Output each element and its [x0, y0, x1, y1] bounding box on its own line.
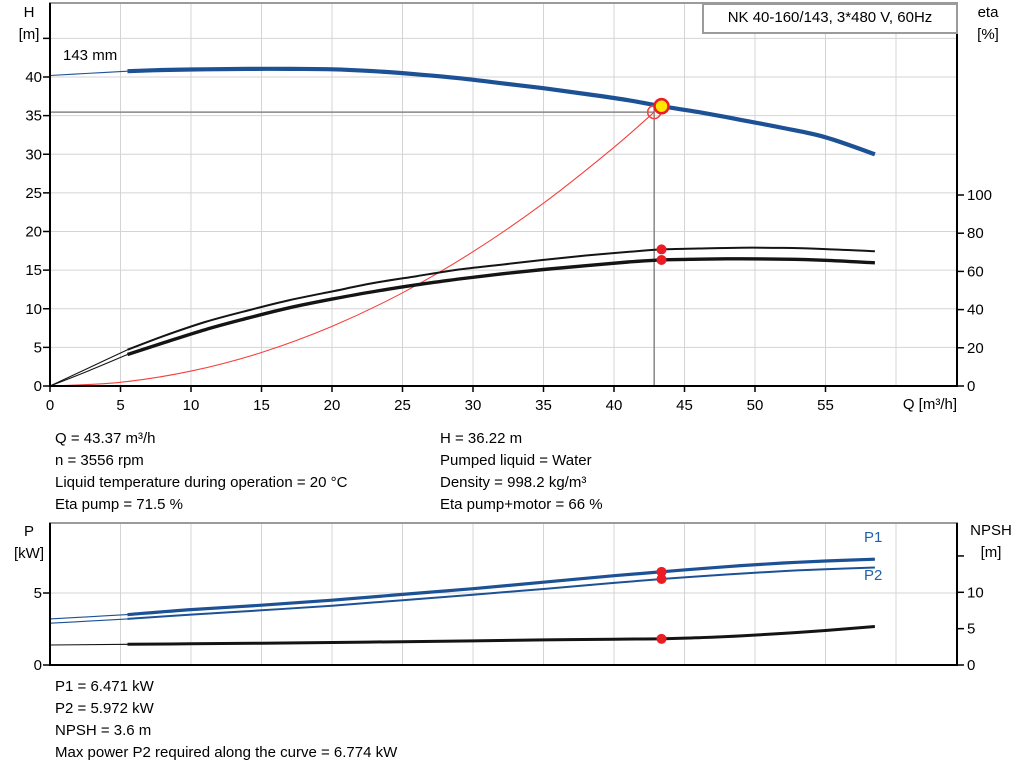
eta-tick-label: 0	[967, 378, 975, 395]
info-eta-pump: Eta pump = 71.5 %	[55, 496, 183, 513]
npsh-axis-unit: [m]	[980, 544, 1002, 561]
h-axis-symbol: H	[23, 4, 35, 21]
q-tick-label: 50	[747, 397, 764, 414]
q-tick-label: 35	[535, 397, 552, 414]
p1-curve-label: P1	[864, 529, 883, 546]
npsh-tick-label: 5	[967, 621, 975, 638]
duty-point-marker[interactable]	[653, 97, 670, 115]
q-tick-label: 15	[253, 397, 270, 414]
p2-curve-label: P2	[864, 567, 883, 584]
eta-tick-label: 40	[967, 302, 984, 319]
npsh-curve-lead-in	[49, 643, 128, 646]
pump-title-box: NK 40-160/143, 3*480 V, 60Hz	[702, 3, 958, 34]
p1-curve	[127, 557, 875, 617]
npsh-curve	[127, 625, 876, 646]
result-p1: P1 = 6.471 kW	[55, 678, 154, 695]
eta-axis-symbol: eta	[977, 4, 999, 21]
h-tick-label: 20	[25, 224, 42, 241]
q-tick-label: 25	[394, 397, 411, 414]
h-axis-title: H [m]	[9, 2, 49, 46]
power-duty-dot	[656, 574, 667, 585]
h-tick-label: 10	[25, 301, 42, 318]
pump-curve	[127, 66, 876, 157]
npsh-axis-symbol: NPSH	[970, 522, 1012, 539]
q-tick-label: 40	[606, 397, 623, 414]
npsh-tick-label: 10	[967, 584, 984, 601]
eta-duty-dot	[656, 254, 667, 265]
eta-pump-curve-lead-in	[49, 349, 128, 387]
h-axis-unit: [m]	[18, 26, 40, 43]
h-tick-label: 0	[34, 378, 42, 395]
duty-info-left: Q = 43.37 m³/h n = 3556 rpm Liquid tempe…	[55, 428, 347, 516]
p2-curve-lead-in	[49, 618, 128, 624]
result-p2: P2 = 5.972 kW	[55, 700, 154, 717]
h-tick-label: 30	[25, 146, 42, 163]
q-axis-title: Q [m³/h]	[902, 396, 957, 413]
info-pumped-liquid: Pumped liquid = Water	[440, 452, 592, 469]
p-axis-title: P [kW]	[9, 521, 49, 565]
h-tick-label: 35	[25, 108, 42, 125]
pump-title-text: NK 40-160/143, 3*480 V, 60Hz	[727, 9, 933, 26]
power-duty-dot	[656, 566, 667, 577]
q-tick-label: 30	[465, 397, 482, 414]
npsh-tick-label: 0	[967, 657, 975, 674]
eta-tick-label: 20	[967, 340, 984, 357]
p-axis-unit: [kW]	[14, 545, 44, 562]
info-eta-pump-motor: Eta pump+motor = 66 %	[440, 496, 603, 513]
h-tick-label: 15	[25, 262, 42, 279]
info-liquid-temperature: Liquid temperature during operation = 20…	[55, 474, 348, 491]
h-tick-label: 5	[34, 339, 42, 356]
eta-tick-label: 80	[967, 225, 984, 242]
eta-pump-curve	[127, 246, 875, 351]
p1-curve-lead-in	[49, 614, 128, 620]
eta-tick-label: 100	[967, 187, 992, 204]
npsh-duty-dot	[656, 633, 667, 644]
q-tick-label: 45	[676, 397, 693, 414]
eta-pump-motor-curve	[126, 257, 875, 357]
p-tick-label: 0	[34, 657, 42, 674]
eta-axis-unit: [%]	[977, 26, 999, 43]
pump-curve-lead-in	[49, 70, 128, 77]
info-speed: n = 3556 rpm	[55, 452, 144, 469]
duty-info-right: H = 36.22 m Pumped liquid = Water Densit…	[440, 428, 603, 516]
npsh-axis-title: NPSH [m]	[960, 520, 1022, 564]
info-h: H = 36.22 m	[440, 430, 523, 447]
info-q: Q = 43.37 m³/h	[55, 430, 156, 447]
p-tick-label: 5	[34, 585, 42, 602]
q-tick-label: 20	[324, 397, 341, 414]
info-density: Density = 998.2 kg/m³	[440, 474, 587, 491]
result-max-p2: Max power P2 required along the curve = …	[55, 744, 398, 761]
p-axis-symbol: P	[23, 523, 34, 540]
impeller-size-label: 143 mm	[63, 47, 118, 64]
eta-tick-label: 60	[967, 263, 984, 280]
system-curve	[49, 111, 655, 387]
q-tick-label: 55	[817, 397, 834, 414]
result-npsh: NPSH = 3.6 m	[55, 722, 152, 739]
h-tick-label: 40	[25, 69, 42, 86]
eta-pump-motor-curve-lead-in	[49, 353, 128, 387]
q-tick-label: 5	[116, 397, 124, 414]
h-tick-label: 25	[25, 185, 42, 202]
results-block: P1 = 6.471 kW P2 = 5.972 kW NPSH = 3.6 m…	[55, 676, 397, 764]
eta-axis-title: eta [%]	[966, 2, 1010, 46]
eta-duty-dot	[656, 244, 667, 255]
p2-curve	[127, 566, 875, 620]
q-tick-label: 0	[46, 397, 54, 414]
q-tick-label: 10	[183, 397, 200, 414]
